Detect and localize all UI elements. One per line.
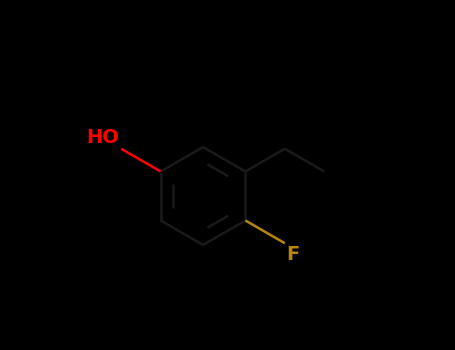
Text: HO: HO [86, 128, 119, 147]
Text: F: F [287, 245, 300, 264]
